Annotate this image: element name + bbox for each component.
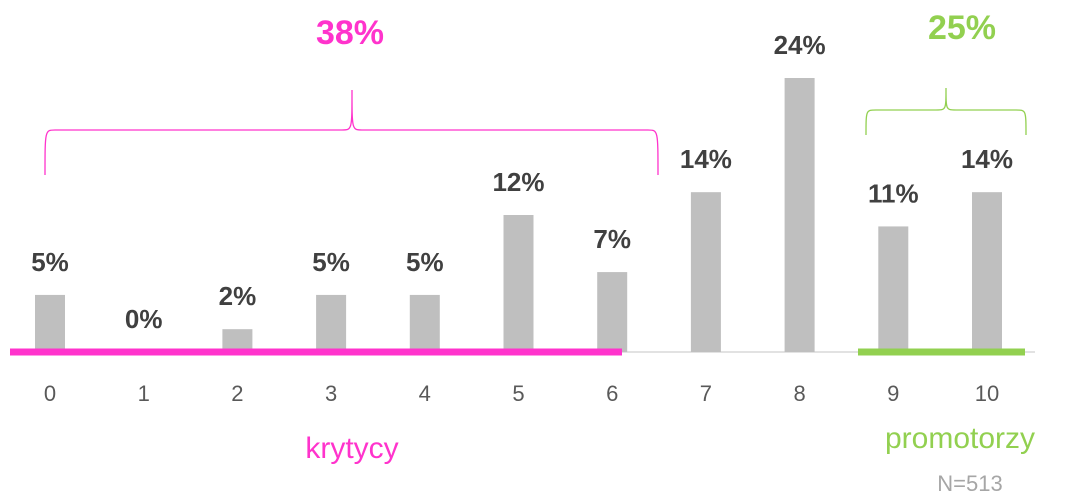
bar bbox=[972, 192, 1002, 352]
value-label: 14% bbox=[961, 144, 1013, 174]
sample-note: N=513 bbox=[937, 471, 1002, 496]
x-tick-label: 3 bbox=[325, 381, 337, 406]
x-tick-label: 7 bbox=[700, 381, 712, 406]
value-label: 5% bbox=[406, 247, 444, 277]
value-label: 5% bbox=[312, 247, 350, 277]
x-tick-label: 6 bbox=[606, 381, 618, 406]
value-label: 11% bbox=[868, 178, 919, 208]
bar bbox=[878, 226, 909, 352]
bar bbox=[316, 294, 347, 352]
x-tick-label: 4 bbox=[419, 381, 431, 406]
bar bbox=[597, 272, 628, 352]
value-label: 5% bbox=[31, 247, 69, 277]
group-brace bbox=[865, 87, 1027, 136]
bar bbox=[690, 192, 721, 352]
group-total: 25% bbox=[928, 9, 996, 47]
group-brace bbox=[44, 89, 659, 176]
group-label: krytycy bbox=[305, 432, 398, 465]
bar bbox=[409, 294, 440, 352]
x-tick-label: 8 bbox=[793, 381, 805, 406]
x-tick-label: 1 bbox=[138, 381, 150, 406]
x-tick-label: 2 bbox=[231, 381, 243, 406]
x-tick-label: 10 bbox=[975, 381, 999, 406]
group-total: 38% bbox=[316, 14, 384, 52]
value-label: 12% bbox=[492, 167, 544, 197]
x-tick-label: 0 bbox=[44, 381, 56, 406]
group-label: promotorzy bbox=[885, 422, 1035, 455]
bar bbox=[222, 329, 253, 352]
value-label: 7% bbox=[593, 224, 631, 254]
value-label: 14% bbox=[680, 144, 732, 174]
x-tick-label: 9 bbox=[887, 381, 899, 406]
bar bbox=[784, 78, 815, 352]
value-label: 2% bbox=[219, 281, 257, 311]
bar bbox=[35, 294, 65, 352]
value-label: 24% bbox=[774, 30, 826, 60]
bar bbox=[503, 215, 534, 352]
x-tick-label: 5 bbox=[512, 381, 524, 406]
value-label: 0% bbox=[125, 304, 163, 334]
